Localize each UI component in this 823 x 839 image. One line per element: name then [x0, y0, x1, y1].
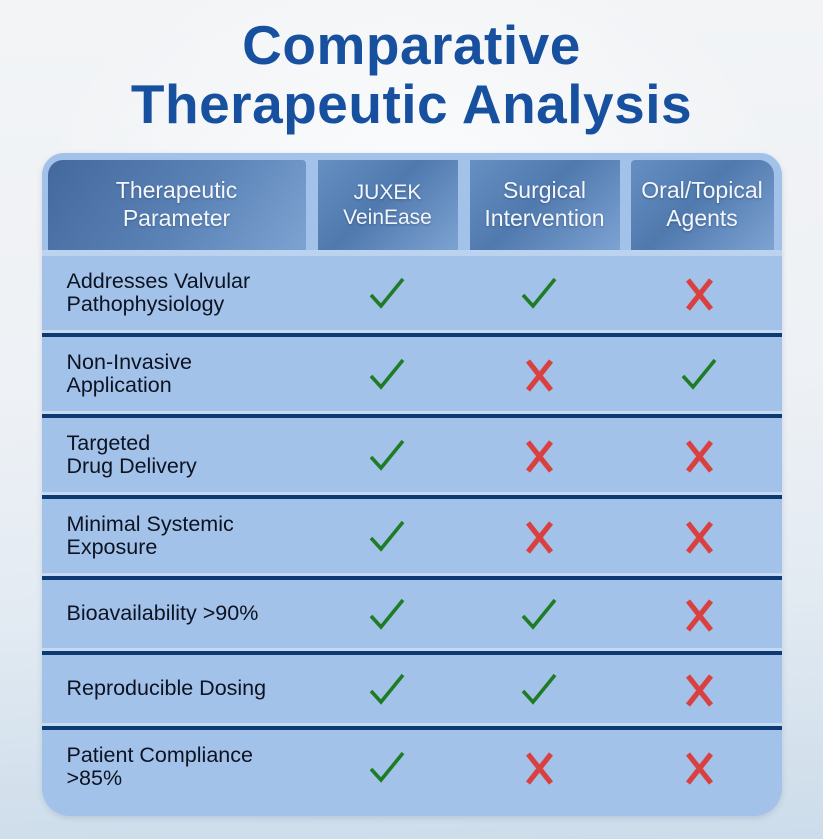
table-row: Patient Compliance >85%	[42, 730, 782, 804]
row-label: Addresses Valvular Pathophysiology	[66, 268, 251, 316]
table-row: Non-Invasive Application	[42, 337, 782, 411]
cross-icon	[618, 273, 780, 313]
table-body: Addresses Valvular Pathophysiology Non-I…	[41, 256, 782, 804]
check-icon	[314, 517, 460, 555]
header-body-divider	[41, 249, 782, 256]
row-divider	[41, 329, 782, 337]
cross-icon	[460, 435, 618, 475]
column-header-surgical-intervention: Surgical Intervention	[469, 159, 620, 250]
row-divider	[41, 410, 782, 418]
cross-icon	[618, 669, 780, 709]
comparison-table: Therapeutic Parameter JUXEK VeinEase Sur…	[41, 152, 782, 816]
table-header-row: Therapeutic Parameter JUXEK VeinEase Sur…	[42, 153, 782, 250]
column-header-juxek-veinease: JUXEK VeinEase	[317, 159, 458, 250]
check-icon	[618, 355, 780, 393]
table-row: Targeted Drug Delivery	[42, 418, 782, 492]
table-row: Bioavailability >90%	[42, 580, 782, 648]
page-title-line1: Comparative	[242, 14, 581, 76]
row-divider	[41, 572, 782, 580]
page-title-line2: Therapeutic Analysis	[130, 73, 693, 136]
column-header-therapeutic-parameter: Therapeutic Parameter	[47, 159, 306, 250]
cross-icon	[460, 747, 618, 787]
row-divider	[41, 722, 782, 730]
table-row: Minimal Systemic Exposure	[42, 499, 782, 573]
table-row: Reproducible Dosing	[42, 655, 782, 723]
row-label: Patient Compliance >85%	[66, 742, 253, 790]
cross-icon	[618, 594, 780, 634]
row-label: Non-Invasive Application	[66, 349, 192, 397]
check-icon	[314, 355, 460, 393]
check-icon	[460, 274, 618, 312]
check-icon	[460, 595, 618, 633]
row-label: Reproducible Dosing	[66, 676, 267, 701]
cross-icon	[460, 354, 618, 394]
cross-icon	[618, 435, 780, 475]
row-label: Targeted Drug Delivery	[66, 430, 197, 478]
cross-icon	[618, 747, 780, 787]
row-label: Minimal Systemic Exposure	[66, 511, 234, 559]
check-icon	[314, 748, 460, 786]
cross-icon	[460, 516, 618, 556]
page-title: Comparative Therapeutic Analysis	[10, 14, 813, 136]
cross-icon	[618, 516, 780, 556]
check-icon	[314, 436, 460, 474]
check-icon	[314, 274, 460, 312]
table-row: Addresses Valvular Pathophysiology	[42, 256, 782, 330]
row-divider	[41, 647, 782, 655]
row-divider	[41, 491, 782, 499]
row-label: Bioavailability >90%	[66, 601, 259, 626]
check-icon	[460, 670, 618, 708]
check-icon	[314, 595, 460, 633]
column-header-oral-topical-agents: Oral/Topical Agents	[630, 159, 774, 250]
check-icon	[314, 670, 460, 708]
